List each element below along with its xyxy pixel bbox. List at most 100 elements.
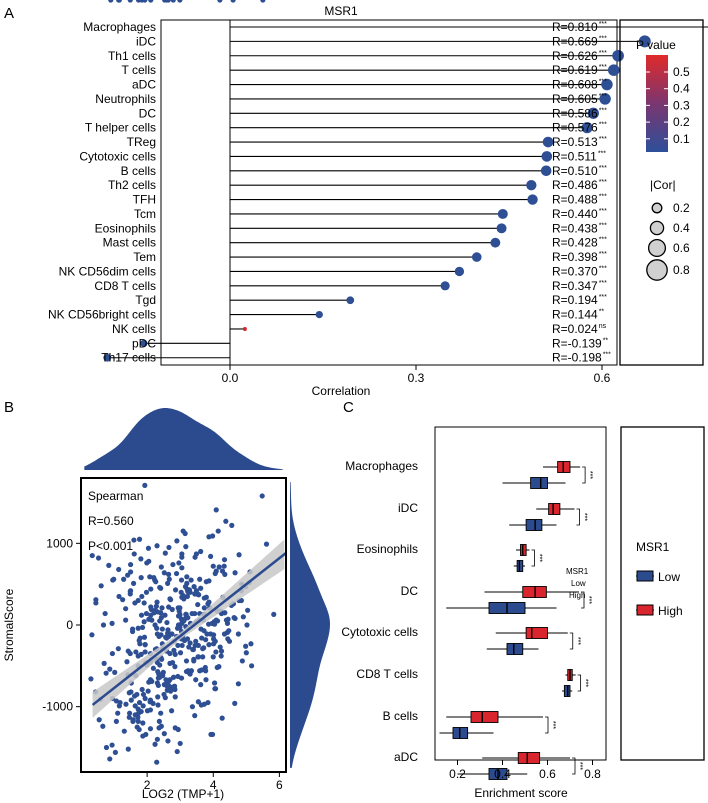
scatter-point <box>197 668 203 674</box>
significance-label: *** <box>582 679 589 687</box>
scatter-point <box>199 635 205 641</box>
scatter-point <box>180 528 186 534</box>
scatter-point <box>140 691 147 698</box>
correlation-label: R=0.669 <box>552 34 598 48</box>
scatter-point <box>96 717 102 723</box>
scatter-point <box>130 718 136 724</box>
scatter-point <box>191 584 197 590</box>
scatter-point <box>195 654 201 660</box>
scatter-point <box>162 695 168 701</box>
panel-b-label: B <box>4 399 14 416</box>
category-label: DC <box>401 584 419 598</box>
scatter-point <box>263 541 270 547</box>
scatter-point <box>170 0 176 3</box>
inline-legend-high: High <box>569 591 585 600</box>
scatter-point <box>115 710 121 716</box>
category-label: Th2 cells <box>108 178 156 192</box>
significance-label: *** <box>599 93 607 100</box>
scatter-point <box>181 618 187 624</box>
scatter-point <box>167 677 173 683</box>
x-tick-label: 0.8 <box>584 767 601 781</box>
significance-label: *** <box>585 596 592 604</box>
cor-legend-title: |Cor| <box>650 178 676 192</box>
scatter-point <box>148 612 154 618</box>
scatter-point <box>215 528 221 534</box>
category-label: T helper cells <box>85 121 156 135</box>
x-tick-label: 0.4 <box>494 767 511 781</box>
significance-label: *** <box>586 471 593 479</box>
scatter-point <box>209 731 216 738</box>
panel-a-label: A <box>4 5 14 22</box>
significance-label: *** <box>599 107 607 114</box>
scatter-point <box>131 693 138 699</box>
scatter-point <box>128 697 134 703</box>
scatter-point <box>116 0 122 3</box>
lollipop-dot <box>440 281 450 291</box>
scatter-point <box>193 677 199 683</box>
correlation-label: R=0.608 <box>552 78 598 92</box>
scatter-point <box>165 738 171 744</box>
category-label: iDC <box>136 34 156 48</box>
panel-c-label: C <box>343 399 354 416</box>
lollipop-title: MSR1 <box>324 4 358 18</box>
category-label: aDC <box>394 750 418 764</box>
scatter-point <box>223 518 229 524</box>
colorbar-tick-label: 0.3 <box>673 98 690 112</box>
scatter-point <box>100 723 106 729</box>
scatter-point <box>145 545 152 551</box>
scatter-point <box>184 580 190 586</box>
lollipop-plot-frame <box>160 19 618 366</box>
category-label: iDC <box>398 501 418 515</box>
significance-label: *** <box>599 179 607 186</box>
scatter-point <box>172 587 179 593</box>
scatter-point <box>150 665 157 671</box>
lollipop-dot <box>601 78 613 91</box>
significance-label: *** <box>599 237 607 244</box>
scatter-point <box>136 699 143 706</box>
scatter-point <box>113 718 119 724</box>
scatter-point <box>147 574 153 580</box>
scatter-point <box>142 482 148 488</box>
x-tick-label: 0.3 <box>408 371 425 385</box>
scatter-point <box>159 605 165 611</box>
scatter-point <box>153 579 159 585</box>
scatter-point <box>224 620 231 626</box>
scatter-x-axis-label: LOG2 (TMP+1) <box>142 787 224 801</box>
boxplot-inline-legend: MSR1 Low High <box>566 567 589 600</box>
scatter-point <box>154 736 160 742</box>
boxplot-chart: Macrophages *** iDC *** Eosinophils *** DC *** C… <box>341 426 607 800</box>
category-label: B cells <box>121 164 156 178</box>
significance-label: *** <box>599 194 607 201</box>
scatter-point <box>89 632 95 638</box>
lollipop-x-axis-label: Correlation <box>312 384 371 398</box>
scatter-point <box>221 563 227 569</box>
scatter-point <box>171 647 177 653</box>
scatter-point <box>169 659 176 666</box>
significance-bracket <box>531 549 535 567</box>
scatter-point <box>140 720 146 726</box>
category-label: Tem <box>133 250 156 264</box>
significance-label: *** <box>599 136 607 143</box>
scatter-point <box>188 577 194 583</box>
significance-label: *** <box>574 637 581 645</box>
significance-label: *** <box>599 222 607 229</box>
scatter-point <box>127 561 134 568</box>
scatter-point <box>217 644 223 650</box>
scatter-point <box>142 695 148 702</box>
lollipop-dot <box>103 353 112 362</box>
scatter-point <box>103 744 110 751</box>
box-iqr <box>525 627 548 639</box>
scatter-point <box>154 599 160 605</box>
scatter-point <box>190 646 197 653</box>
correlation-label: R=0.440 <box>552 207 598 221</box>
scatter-point <box>208 553 214 560</box>
scatter-point <box>176 560 182 566</box>
scatter-point <box>225 616 231 622</box>
scatter-point <box>172 651 178 658</box>
scatter-chart: Spearman R=0.560 P<0.001 2 4 6 1000 0 -1000 L… <box>2 0 330 801</box>
significance-label: *** <box>536 554 543 562</box>
scatter-point <box>211 621 218 627</box>
y-tick-label: 0 <box>66 618 73 632</box>
correlation-label: R=0.398 <box>552 250 598 264</box>
